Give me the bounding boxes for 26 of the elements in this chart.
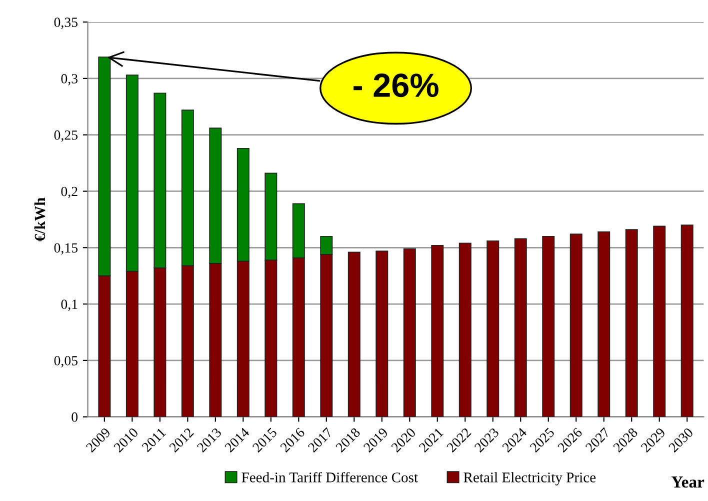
- bar: [376, 250, 388, 417]
- y-tick-label: 0: [72, 412, 78, 422]
- y-tick-label: 0,25: [54, 130, 78, 142]
- y-axis-title: €/kWh: [34, 198, 46, 242]
- y-tick-label: 0,3: [61, 74, 78, 86]
- bar: [598, 231, 610, 417]
- y-tick-label: 0,05: [54, 356, 78, 368]
- bar: [542, 236, 555, 417]
- bar: [625, 229, 638, 417]
- bar: [653, 226, 666, 417]
- y-tick-label: 0,35: [54, 18, 78, 29]
- y-tick-label: 0,1: [61, 300, 78, 311]
- bar: [348, 252, 360, 417]
- bar: [403, 248, 416, 417]
- bar: [514, 238, 527, 417]
- x-axis-title: Year: [671, 476, 704, 488]
- y-tick-label: 0,15: [54, 243, 78, 255]
- bar: [458, 242, 472, 417]
- annotation: - 26%: [354, 74, 438, 98]
- legend-label: Feed-in Tariff Difference Cost: [242, 472, 418, 482]
- bar: [680, 224, 694, 417]
- legend-label: Retail Electricity Price: [464, 472, 596, 486]
- y-tick-label: 0,2: [61, 186, 78, 198]
- bar: [486, 240, 500, 417]
- bar: [570, 234, 582, 417]
- bar: [431, 244, 444, 417]
